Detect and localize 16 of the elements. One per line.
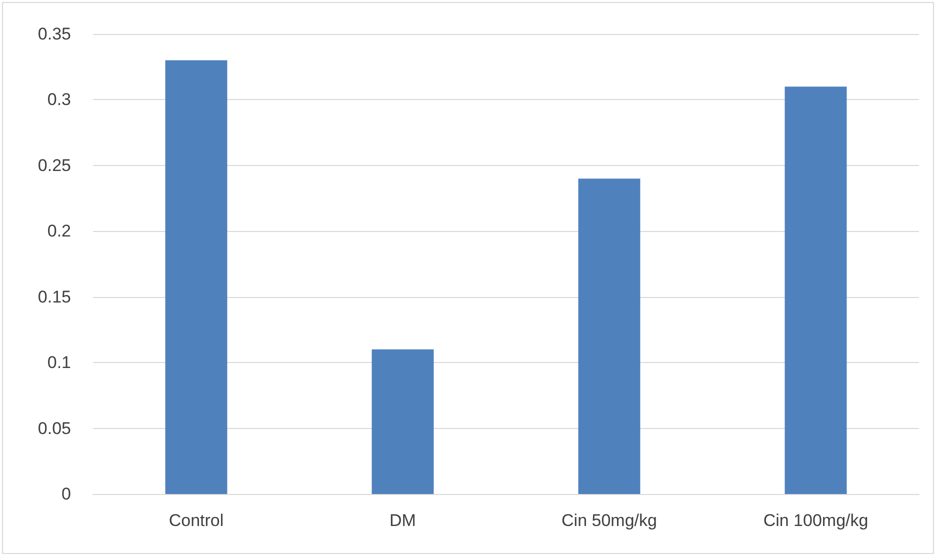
x-tick-label: Cin 100mg/kg <box>763 511 868 530</box>
y-tick-label: 0.05 <box>38 418 71 438</box>
bar <box>784 86 847 494</box>
y-tick-label: 0.15 <box>38 287 71 306</box>
y-tick-label: 0.35 <box>38 24 71 44</box>
y-tick-label: 0.25 <box>38 156 71 175</box>
y-tick-label: 0.3 <box>47 90 71 110</box>
bar <box>165 60 228 494</box>
x-tick-label: DM <box>390 511 416 530</box>
x-tick-label: Control <box>168 511 224 530</box>
bar <box>578 178 640 494</box>
y-tick-label: 0.1 <box>47 353 71 372</box>
y-tick-label: 0.2 <box>47 222 71 241</box>
y-tick-label: 0 <box>62 484 71 504</box>
x-tick-label: Cin 50mg/kg <box>562 511 657 530</box>
bar <box>372 349 434 494</box>
